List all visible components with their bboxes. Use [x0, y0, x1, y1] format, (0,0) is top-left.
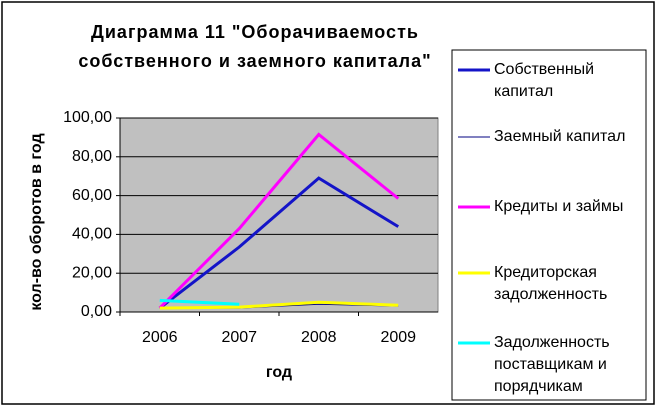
- y-tick-label: 80,00: [72, 148, 112, 165]
- plot-area: [119, 117, 439, 313]
- series-line: [158, 176, 400, 310]
- x-tick-label: 2007: [221, 329, 257, 346]
- legend-label: Заемный капитал: [494, 128, 626, 145]
- series-line: [158, 132, 400, 310]
- legend-label: Кредиторская задолженность: [494, 264, 608, 303]
- legend-label: Задолженность поставщикам и порядчикам: [494, 334, 610, 395]
- y-tick-label: 40,00: [72, 226, 112, 243]
- x-axis-label: год: [266, 364, 292, 381]
- x-tick-label: 2006: [142, 329, 178, 346]
- y-tick-label: 100,00: [63, 109, 112, 126]
- series-line: [159, 300, 399, 310]
- chart-title: собственного и заемного капитала": [78, 51, 431, 71]
- y-tick-label: 60,00: [72, 187, 112, 204]
- legend-label: Собственный капитал: [494, 61, 595, 100]
- x-tick-label: 2008: [301, 329, 337, 346]
- chart-title: Диаграмма 11 "Оборачиваемость: [91, 22, 419, 42]
- x-tick-label: 2009: [380, 329, 416, 346]
- series-line: [159, 298, 240, 306]
- y-axis-label: кол-во оборотов в год: [28, 133, 45, 310]
- legend-label: Кредиты и займы: [494, 198, 624, 215]
- y-tick-label: 20,00: [72, 264, 112, 281]
- y-tick-label: 0,00: [81, 303, 112, 320]
